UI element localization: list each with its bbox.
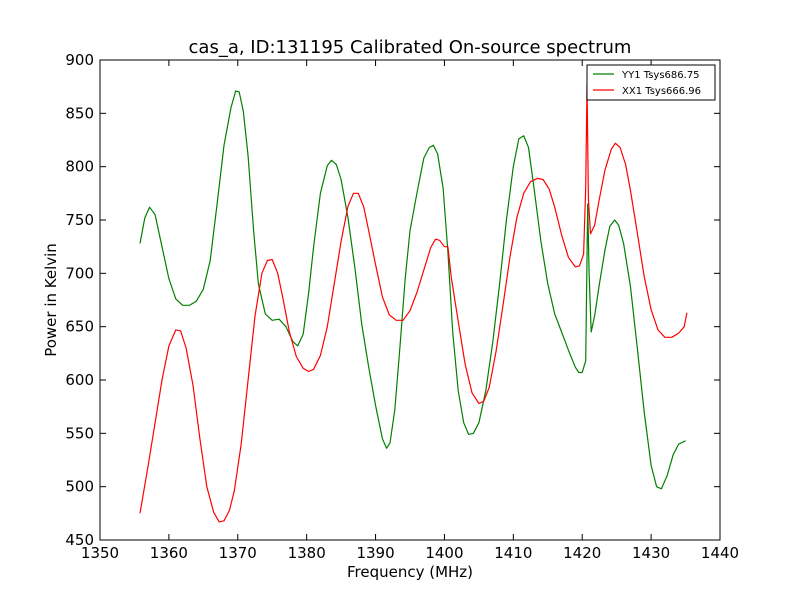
legend-label-yy1: YY1 Tsys686.75 <box>621 70 700 81</box>
y-tick-label: 800 <box>65 158 94 176</box>
y-tick-label: 850 <box>65 104 94 122</box>
legend-frame <box>586 64 716 101</box>
series-layer <box>139 83 688 523</box>
x-tick-label: 1350 <box>81 544 119 562</box>
plot-frame <box>99 59 721 541</box>
y-tick-label: 450 <box>65 531 94 549</box>
y-tick-label: 650 <box>65 318 94 336</box>
series-line-0 <box>139 90 686 490</box>
legend-label-xx1: XX1 Tsys666.96 <box>622 86 701 97</box>
x-tick-label: 1400 <box>425 544 463 562</box>
y-tick-label: 900 <box>65 51 94 69</box>
x-tick-label: 1440 <box>701 544 739 562</box>
y-tick-label: 600 <box>65 371 94 389</box>
series-line-1 <box>139 83 688 523</box>
x-tick-label: 1410 <box>494 544 532 562</box>
tick-layer: 1350 1360 1370 1380 1390 1400 1410 1420 1430 1440… <box>65 51 739 562</box>
x-tick-label: 1430 <box>632 544 670 562</box>
x-axis-label: Frequency (MHz) <box>347 563 473 581</box>
y-tick-label: 700 <box>65 264 94 282</box>
x-tick-label: 1360 <box>150 544 188 562</box>
x-tick-label: 1380 <box>288 544 326 562</box>
y-tick-label: 750 <box>65 211 94 229</box>
x-tick-label: 1370 <box>219 544 257 562</box>
y-tick-label: 500 <box>65 478 94 496</box>
y-axis-label: Power in Kelvin <box>42 243 60 357</box>
chart-title: cas_a, ID:131195 Calibrated On-source sp… <box>189 37 632 58</box>
y-tick-label: 550 <box>65 424 94 442</box>
x-tick-label: 1420 <box>563 544 601 562</box>
legend: YY1 Tsys686.75 XX1 Tsys666.96 <box>586 64 716 101</box>
x-tick-label: 1390 <box>356 544 394 562</box>
plot-area <box>100 60 720 540</box>
